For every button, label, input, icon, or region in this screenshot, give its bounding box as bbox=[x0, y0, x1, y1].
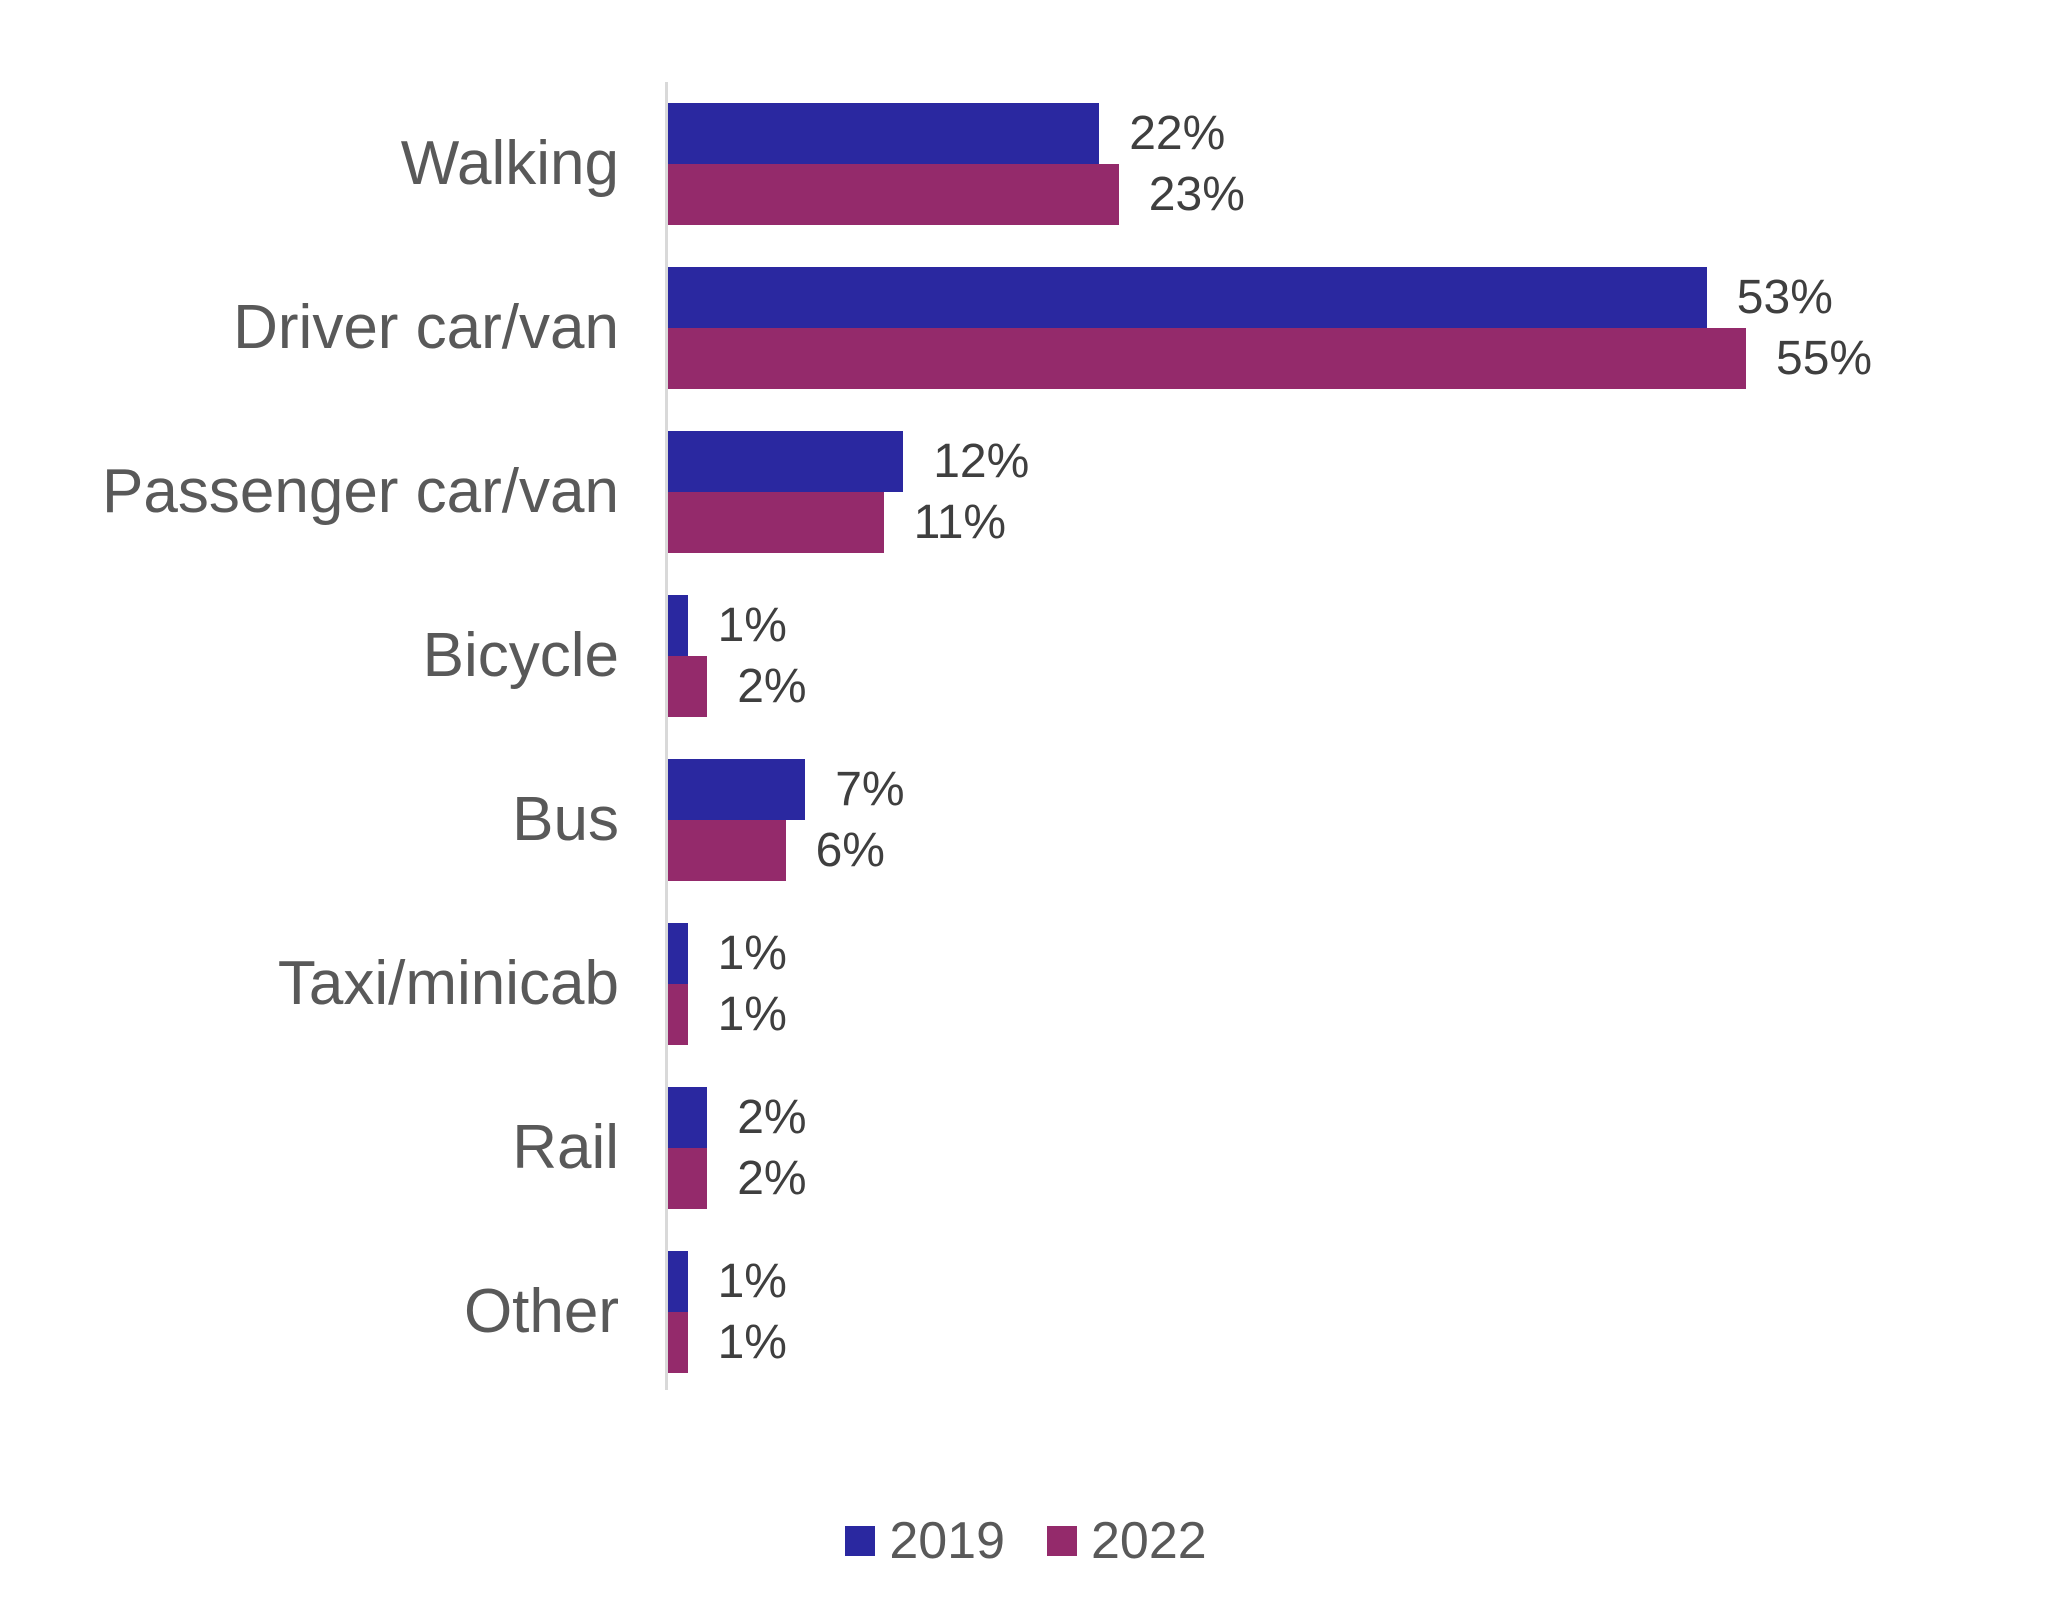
bar-row-passenger-car-van-2022: 11% bbox=[668, 492, 2052, 553]
bar-row-bicycle-2022: 2% bbox=[668, 656, 2052, 717]
bar-group-driver-car-van: 53% 55% bbox=[666, 267, 2052, 389]
category-row-driver-car-van: Driver car/van 53% 55% bbox=[0, 246, 2052, 410]
category-row-walking: Walking 22% 23% bbox=[0, 82, 2052, 246]
bar-rail-2019 bbox=[668, 1087, 708, 1148]
value-label-bicycle-2019: 1% bbox=[717, 599, 787, 652]
value-label-passenger-car-van-2019: 12% bbox=[933, 435, 1030, 488]
value-label-bus-2022: 6% bbox=[815, 824, 885, 877]
bar-bus-2019 bbox=[668, 759, 806, 820]
bar-row-taxi-minicab-2019: 1% bbox=[668, 923, 2052, 984]
bar-group-bus: 7% 6% bbox=[666, 759, 2052, 881]
bar-row-bus-2022: 6% bbox=[668, 820, 2052, 881]
bar-group-walking: 22% 23% bbox=[666, 103, 2052, 225]
chart-rows: Walking 22% 23% Driver car/van 53% 55% Passeng… bbox=[0, 82, 2052, 1394]
bar-row-taxi-minicab-2022: 1% bbox=[668, 984, 2052, 1045]
bar-passenger-car-van-2019 bbox=[668, 431, 904, 492]
bar-row-bus-2019: 7% bbox=[668, 759, 2052, 820]
bar-group-other: 1% 1% bbox=[666, 1251, 2052, 1373]
bar-bicycle-2022 bbox=[668, 656, 708, 717]
bar-rail-2022 bbox=[668, 1148, 708, 1209]
category-label-walking: Walking bbox=[400, 128, 619, 198]
bar-group-taxi-minicab: 1% 1% bbox=[666, 923, 2052, 1045]
category-row-bus: Bus 7% 6% bbox=[0, 738, 2052, 902]
bar-row-rail-2022: 2% bbox=[668, 1148, 2052, 1209]
y-axis-line bbox=[665, 82, 668, 1390]
bar-passenger-car-van-2022 bbox=[668, 492, 884, 553]
bar-bicycle-2019 bbox=[668, 595, 688, 656]
bar-row-walking-2019: 22% bbox=[668, 103, 2052, 164]
bar-row-driver-car-van-2022: 55% bbox=[668, 328, 2052, 389]
value-label-bicycle-2022: 2% bbox=[737, 660, 807, 713]
legend-item-2019: 2019 bbox=[845, 1511, 1005, 1571]
bar-row-walking-2022: 23% bbox=[668, 164, 2052, 225]
value-label-walking-2022: 23% bbox=[1148, 168, 1245, 221]
bar-walking-2019 bbox=[668, 103, 1100, 164]
value-label-walking-2019: 22% bbox=[1129, 107, 1226, 160]
value-label-taxi-minicab-2022: 1% bbox=[717, 988, 787, 1041]
value-label-driver-car-van-2022: 55% bbox=[1776, 332, 1873, 385]
legend-item-2022: 2022 bbox=[1047, 1511, 1207, 1571]
value-label-taxi-minicab-2019: 1% bbox=[717, 927, 787, 980]
category-label-bus: Bus bbox=[512, 784, 619, 854]
value-label-bus-2019: 7% bbox=[835, 763, 905, 816]
bar-taxi-minicab-2022 bbox=[668, 984, 688, 1045]
bar-other-2022 bbox=[668, 1312, 688, 1373]
bar-row-other-2019: 1% bbox=[668, 1251, 2052, 1312]
bar-taxi-minicab-2019 bbox=[668, 923, 688, 984]
category-label-driver-car-van: Driver car/van bbox=[233, 292, 619, 362]
value-label-rail-2019: 2% bbox=[737, 1091, 807, 1144]
legend-label-2019: 2019 bbox=[889, 1512, 1005, 1570]
plot-area: Walking 22% 23% Driver car/van 53% 55% Passeng… bbox=[0, 82, 2052, 1394]
category-row-rail: Rail 2% 2% bbox=[0, 1066, 2052, 1230]
value-label-passenger-car-van-2022: 11% bbox=[913, 496, 1007, 549]
value-label-other-2019: 1% bbox=[717, 1255, 787, 1308]
bar-group-passenger-car-van: 12% 11% bbox=[666, 431, 2052, 553]
bar-walking-2022 bbox=[668, 164, 1119, 225]
category-label-taxi-minicab: Taxi/minicab bbox=[277, 948, 619, 1018]
category-row-passenger-car-van: Passenger car/van 12% 11% bbox=[0, 410, 2052, 574]
bar-row-rail-2019: 2% bbox=[668, 1087, 2052, 1148]
legend-swatch-2022 bbox=[1047, 1526, 1077, 1556]
legend: 2019 2022 bbox=[0, 1503, 2052, 1579]
category-label-passenger-car-van: Passenger car/van bbox=[102, 456, 619, 526]
bar-row-other-2022: 1% bbox=[668, 1312, 2052, 1373]
category-label-rail: Rail bbox=[512, 1112, 619, 1182]
bar-row-passenger-car-van-2019: 12% bbox=[668, 431, 2052, 492]
bar-bus-2022 bbox=[668, 820, 786, 881]
category-row-bicycle: Bicycle 1% 2% bbox=[0, 574, 2052, 738]
bar-row-bicycle-2019: 1% bbox=[668, 595, 2052, 656]
bar-driver-car-van-2022 bbox=[668, 328, 1746, 389]
bar-group-rail: 2% 2% bbox=[666, 1087, 2052, 1209]
bar-group-bicycle: 1% 2% bbox=[666, 595, 2052, 717]
value-label-driver-car-van-2019: 53% bbox=[1736, 271, 1833, 324]
value-label-rail-2022: 2% bbox=[737, 1152, 807, 1205]
value-label-other-2022: 1% bbox=[717, 1316, 787, 1369]
bar-other-2019 bbox=[668, 1251, 688, 1312]
category-label-other: Other bbox=[463, 1276, 619, 1346]
category-row-taxi-minicab: Taxi/minicab 1% 1% bbox=[0, 902, 2052, 1066]
category-label-bicycle: Bicycle bbox=[422, 620, 619, 690]
bar-row-driver-car-van-2019: 53% bbox=[668, 267, 2052, 328]
legend-label-2022: 2022 bbox=[1091, 1512, 1207, 1570]
legend-swatch-2019 bbox=[845, 1526, 876, 1556]
bar-driver-car-van-2019 bbox=[668, 267, 1707, 328]
category-row-other: Other 1% 1% bbox=[0, 1230, 2052, 1394]
